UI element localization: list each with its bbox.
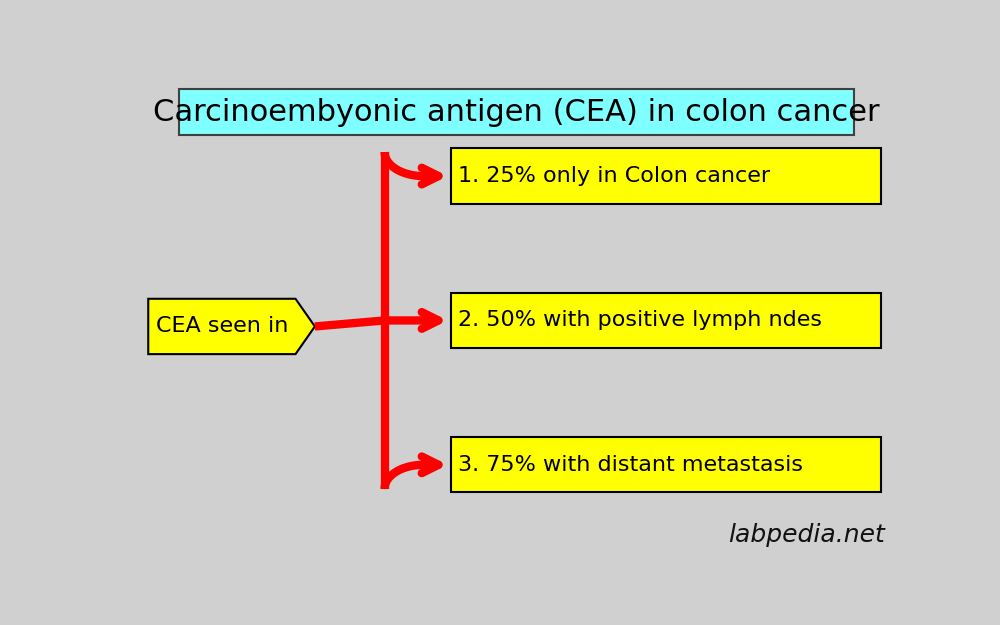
Text: 2. 50% with positive lymph ndes: 2. 50% with positive lymph ndes [458,311,822,331]
Text: Carcinoembyonic antigen (CEA) in colon cancer: Carcinoembyonic antigen (CEA) in colon c… [153,98,880,127]
Text: CEA seen in: CEA seen in [156,316,288,336]
Text: 3. 75% with distant metastasis: 3. 75% with distant metastasis [458,455,803,475]
Text: 1. 25% only in Colon cancer: 1. 25% only in Colon cancer [458,166,770,186]
Polygon shape [148,299,315,354]
FancyBboxPatch shape [450,437,881,493]
FancyBboxPatch shape [450,292,881,348]
Text: labpedia.net: labpedia.net [728,522,885,547]
FancyBboxPatch shape [179,89,854,135]
FancyBboxPatch shape [450,148,881,204]
